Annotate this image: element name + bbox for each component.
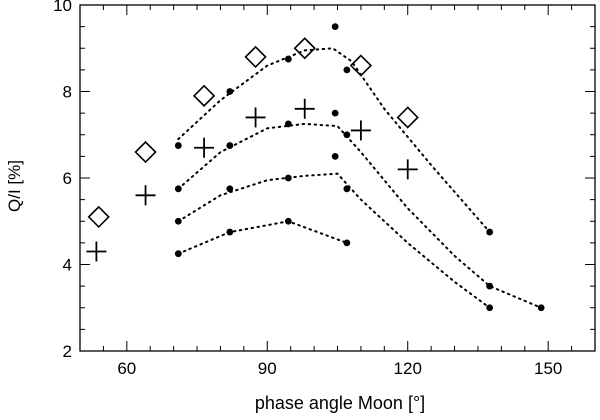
plus-point: [350, 120, 371, 141]
dot-point: [284, 174, 292, 182]
dot-point: [174, 142, 182, 149]
plus-point: [397, 159, 418, 180]
dotted-curve: [177, 220, 348, 255]
y-tick-label: 10: [53, 0, 72, 15]
dot-point: [226, 88, 234, 95]
y-tick-label: 4: [63, 256, 72, 275]
dot-point: [537, 304, 545, 312]
diamond-point: [349, 54, 373, 77]
x-tick-label: 90: [258, 359, 277, 378]
y-axis-label: Q/I [%]: [5, 160, 24, 212]
diamond-point: [192, 84, 216, 107]
dot-point: [174, 185, 182, 193]
dot-point: [343, 131, 351, 139]
plus-point: [194, 137, 215, 158]
y-tick-label: 8: [63, 83, 72, 102]
diamond-point: [293, 37, 316, 60]
dot-point: [226, 228, 234, 236]
axis-labels: phase angle Moon [°] Q/I [%]: [5, 160, 425, 413]
dot-point: [226, 185, 234, 193]
dot-point: [486, 304, 494, 312]
diamond-point: [134, 140, 157, 164]
plus-point: [245, 107, 266, 128]
dot-point: [343, 185, 351, 193]
plus-point: [86, 241, 107, 262]
diamond-point: [87, 205, 110, 229]
y-tick-label: 2: [63, 342, 72, 361]
dot-point: [331, 23, 339, 31]
dot-point: [174, 250, 182, 258]
dot-point: [331, 109, 339, 117]
dot-point: [284, 120, 292, 128]
y-tick-label: 6: [63, 169, 72, 188]
dotted-curve: [177, 47, 491, 234]
plus-point: [135, 185, 156, 206]
x-axis-label: phase angle Moon [°]: [255, 393, 425, 413]
data-points: [86, 23, 545, 312]
dotted-curve: [177, 172, 491, 309]
x-tick-label: 60: [117, 359, 136, 378]
dot-point: [343, 66, 351, 74]
dot-point: [284, 55, 292, 63]
axes: 60 90 120 150 2 4 6 8 10: [53, 0, 596, 378]
x-tick-label: 120: [394, 359, 422, 378]
plus-point: [294, 98, 315, 119]
diamond-point: [244, 45, 267, 69]
dot-point: [226, 142, 234, 149]
plot-frame: [79, 4, 596, 352]
dot-point: [284, 217, 292, 225]
dot-point: [486, 228, 494, 236]
diamond-point: [396, 106, 419, 129]
dot-point: [174, 217, 182, 225]
dot-point: [343, 239, 351, 247]
x-tick-label: 150: [534, 359, 562, 378]
dotted-curve: [177, 122, 543, 309]
fit-curves: [177, 47, 543, 309]
dot-point: [331, 152, 339, 160]
dot-point: [486, 282, 494, 290]
